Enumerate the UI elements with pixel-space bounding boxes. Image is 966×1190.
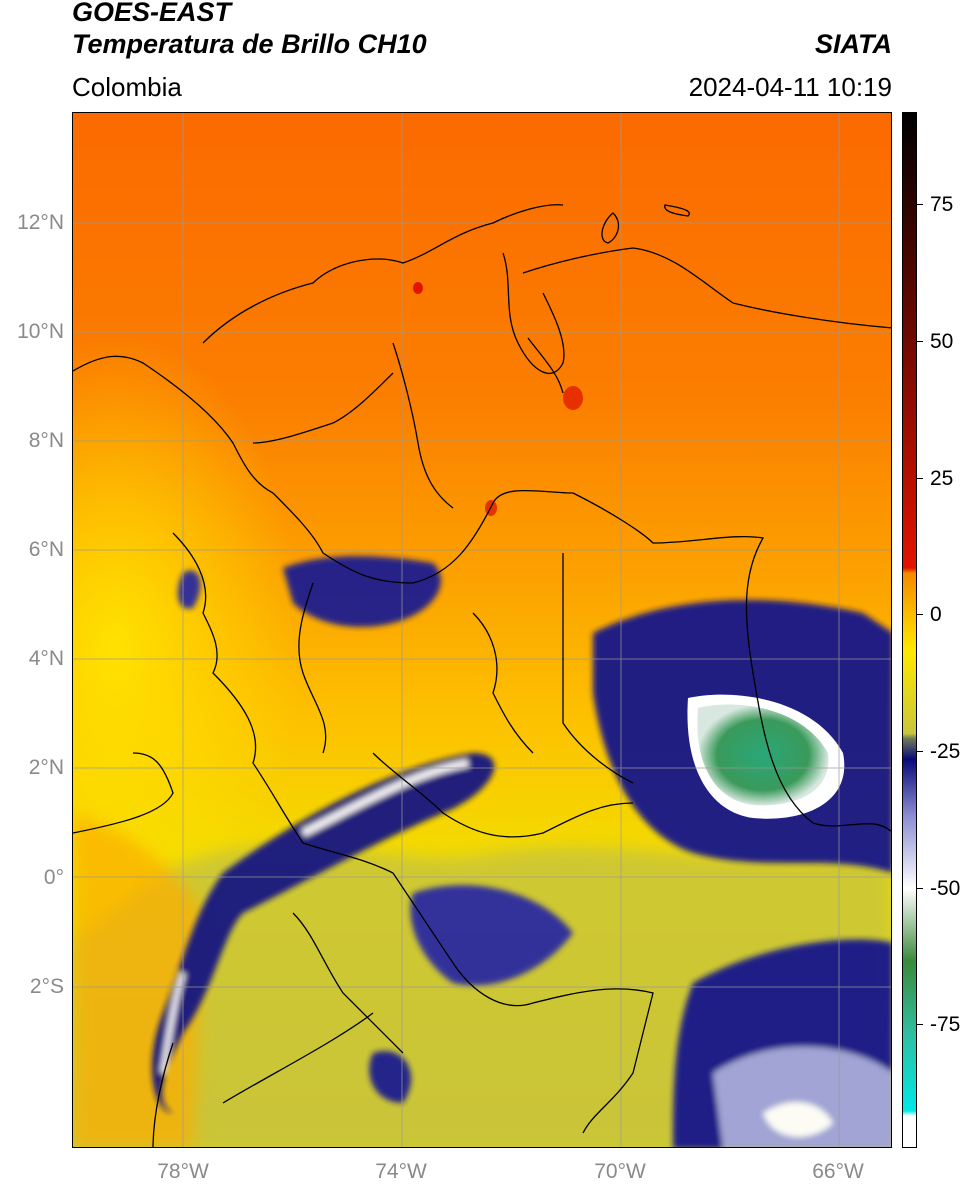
colorbar-tick <box>917 751 923 752</box>
colorbar-label-50: 50 <box>930 330 954 353</box>
colorbar-label-25: 25 <box>930 467 954 490</box>
colorbar-label-minus50: -50 <box>930 877 961 900</box>
colorbar <box>902 112 917 1148</box>
colorbar-label-minus75: -75 <box>930 1013 961 1036</box>
lat-label-4N: 4°N <box>28 647 64 670</box>
map-canvas <box>73 113 891 1147</box>
colorbar-tick <box>917 478 923 479</box>
lat-label-10N: 10°N <box>17 320 64 343</box>
lat-label-12N: 12°N <box>17 211 64 234</box>
lat-label-0: 0° <box>43 866 64 889</box>
lon-label-78W: 78°W <box>157 1160 209 1183</box>
map-gridlines <box>73 113 891 1147</box>
timestamp-label: 2024-04-11 10:19 <box>688 72 892 102</box>
lon-label-70W: 70°W <box>594 1160 646 1183</box>
colorbar-tick <box>917 341 923 342</box>
colorbar-tick <box>917 614 923 615</box>
agency-label: SIATA <box>815 29 892 59</box>
lat-label-2S: 2°S <box>29 975 64 998</box>
lat-label-2N: 2°N <box>28 756 64 779</box>
title-line-1: GOES-EAST <box>72 0 232 27</box>
colorbar-tick <box>917 204 923 205</box>
region-label: Colombia <box>72 72 182 102</box>
colorbar-label-75: 75 <box>930 193 954 216</box>
colorbar-label-minus25: -25 <box>930 740 961 763</box>
map-borders <box>73 204 891 1147</box>
lat-label-8N: 8°N <box>28 429 64 452</box>
lon-label-74W: 74°W <box>375 1160 427 1183</box>
colorbar-label-0: 0 <box>930 603 942 626</box>
colorbar-tick <box>917 1024 923 1025</box>
lon-label-66W: 66°W <box>812 1160 864 1183</box>
title-line-2: Temperatura de Brillo CH10 <box>72 29 427 59</box>
satellite-map[interactable] <box>72 112 892 1148</box>
lat-label-6N: 6°N <box>28 538 64 561</box>
colorbar-tick <box>917 888 923 889</box>
